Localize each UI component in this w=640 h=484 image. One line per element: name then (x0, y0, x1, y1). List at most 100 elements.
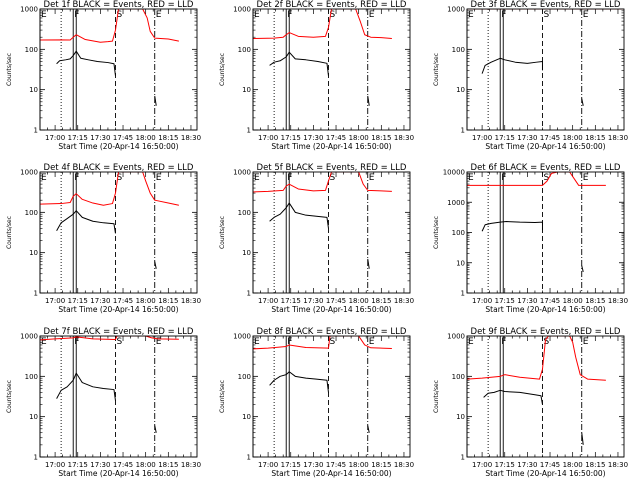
x-tick-label: 18:00 (136, 297, 156, 305)
panel-title: Det 3f BLACK = Events, RED = LLD (471, 0, 621, 10)
x-tick-label: 17:00 (258, 461, 278, 469)
series-line-lld (253, 336, 392, 350)
plot-frame (39, 335, 198, 458)
event-marker-label: S (116, 10, 122, 20)
panel-2: Det 2f BLACK = Events, RED = LLD Counts/s… (219, 0, 414, 151)
event-marker-label: F (501, 173, 506, 183)
panel-title: Det 9f BLACK = Events, RED = LLD (471, 327, 621, 337)
x-tick-label: 17:00 (472, 461, 492, 469)
x-tick-label: 18:15 (371, 297, 391, 305)
y-tick-label: 1000 (447, 6, 465, 14)
panel-1: Det 1f BLACK = Events, RED = LLD Counts/s… (6, 0, 201, 151)
series-line-lld (253, 172, 392, 193)
y-tick-label: 100 (238, 209, 251, 217)
event-marker-label: E (468, 337, 474, 347)
series-group (40, 9, 179, 106)
x-tick-label: 18:15 (158, 134, 178, 142)
x-tick-label: 17:15 (495, 297, 515, 305)
event-marker-label: S (329, 337, 335, 347)
y-tick-label: 10 (29, 249, 38, 257)
x-tick-label: 17:45 (540, 297, 560, 305)
y-tick-label: 10000 (443, 169, 465, 177)
x-tick-label: 17:45 (326, 297, 346, 305)
y-axis-label: Counts/sec (433, 53, 440, 86)
series-line-segment (367, 95, 370, 106)
series-line-lld (467, 172, 606, 186)
y-tick-label: 10 (242, 413, 251, 421)
y-axis-label: Counts/sec (433, 216, 440, 249)
y-axis-label: Counts/sec (6, 380, 13, 413)
series-line-events (269, 202, 329, 229)
x-tick-label: 18:00 (349, 297, 369, 305)
y-tick-label: 1 (34, 127, 38, 135)
panel-title: Det 1f BLACK = Events, RED = LLD (44, 0, 194, 10)
y-tick-label: 100 (452, 46, 465, 54)
x-tick-label: 18:00 (349, 461, 369, 469)
y-tick-label: 1 (247, 454, 251, 462)
x-axis-label: Start Time (20-Apr-14 16:50:00) (58, 305, 178, 314)
event-marker-label: E (583, 10, 589, 20)
series-line-segment (154, 95, 157, 106)
event-marker-label: S (543, 337, 549, 347)
x-tick-label: 18:15 (158, 461, 178, 469)
x-axis-label: Start Time (20-Apr-14 16:50:00) (271, 142, 391, 151)
event-marker-label: E (468, 173, 474, 183)
y-tick-label: 10 (242, 86, 251, 94)
event-marker-label: E (254, 173, 260, 183)
y-tick-label: 100 (452, 229, 465, 237)
x-tick-label: 17:15 (68, 134, 88, 142)
event-marker-label: E (156, 173, 162, 183)
y-tick-label: 10 (29, 413, 38, 421)
x-tick-label: 18:15 (585, 461, 605, 469)
y-tick-label: 10 (456, 86, 465, 94)
panel-title: Det 8f BLACK = Events, RED = LLD (257, 327, 407, 337)
series-line-lld (467, 336, 606, 381)
x-tick-label: 17:15 (495, 461, 515, 469)
event-marker-label: F (287, 173, 292, 183)
series-group (467, 9, 624, 106)
plot-frame (252, 335, 411, 458)
y-tick-label: 1 (461, 454, 465, 462)
x-tick-label: 18:00 (563, 461, 583, 469)
event-marker-label: F (74, 173, 79, 183)
event-marker-label: E (41, 337, 47, 347)
x-tick-label: 17:15 (68, 461, 88, 469)
y-axis-label: Counts/sec (219, 53, 226, 86)
x-tick-label: 17:15 (281, 297, 301, 305)
series-line-segment (154, 425, 157, 433)
panel-title: Det 2f BLACK = Events, RED = LLD (257, 0, 407, 10)
series-line-events (56, 372, 116, 401)
plot-frame (466, 8, 625, 131)
x-tick-label: 18:30 (608, 297, 628, 305)
event-marker-label: F (287, 10, 292, 20)
y-tick-label: 10 (242, 249, 251, 257)
x-axis-label: Start Time (20-Apr-14 16:50:00) (271, 469, 391, 478)
event-marker-label: F (501, 10, 506, 20)
x-axis-label: Start Time (20-Apr-14 16:50:00) (271, 305, 391, 314)
event-marker-label: E (369, 173, 375, 183)
y-axis-label: Counts/sec (219, 380, 226, 413)
x-tick-label: 17:00 (472, 134, 492, 142)
y-tick-label: 1000 (447, 199, 465, 207)
x-tick-label: 18:15 (371, 461, 391, 469)
y-tick-label: 1 (461, 290, 465, 298)
x-tick-label: 18:15 (585, 297, 605, 305)
y-tick-label: 100 (25, 209, 38, 217)
series-line-events (56, 210, 116, 234)
series-line-segment (367, 258, 370, 269)
y-tick-label: 100 (452, 373, 465, 381)
x-tick-label: 17:30 (90, 297, 110, 305)
y-tick-label: 1000 (233, 333, 251, 341)
event-marker-label: E (468, 10, 474, 20)
series-line-segment (154, 261, 157, 269)
x-tick-label: 18:00 (563, 297, 583, 305)
event-marker-label: S (116, 173, 122, 183)
x-tick-label: 18:00 (136, 461, 156, 469)
event-marker-label: S (329, 173, 335, 183)
x-axis-label: Start Time (20-Apr-14 16:50:00) (58, 142, 178, 151)
panel-8: Det 8f BLACK = Events, RED = LLD Counts/s… (219, 327, 414, 478)
event-marker-label: F (501, 337, 506, 347)
x-tick-label: 18:30 (608, 461, 628, 469)
event-marker-label: E (369, 10, 375, 20)
x-tick-label: 17:45 (113, 461, 133, 469)
